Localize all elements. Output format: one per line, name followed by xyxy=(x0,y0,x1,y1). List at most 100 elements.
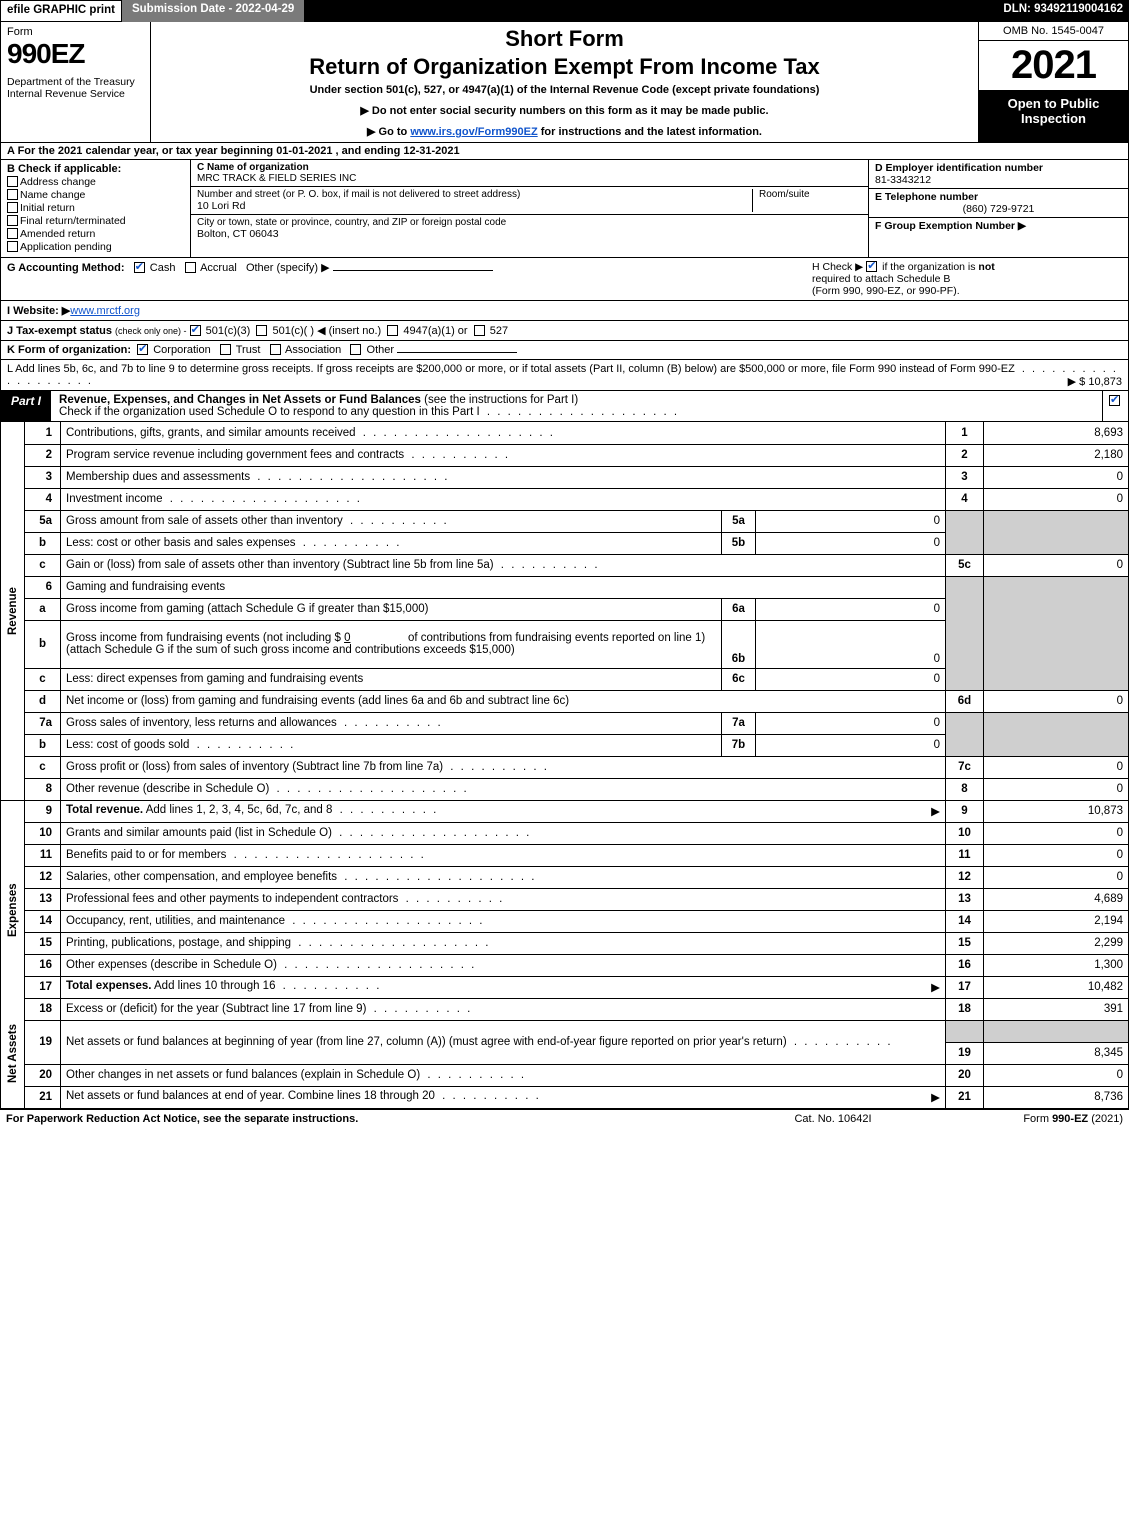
line-7a: 7aGross sales of inventory, less returns… xyxy=(1,712,1129,734)
form-title: Return of Organization Exempt From Incom… xyxy=(157,54,972,80)
chk-501c[interactable] xyxy=(256,325,267,336)
city: Bolton, CT 06043 xyxy=(197,228,862,240)
row-a-calendar-year: A For the 2021 calendar year, or tax yea… xyxy=(0,143,1129,160)
street: 10 Lori Rd xyxy=(197,200,752,212)
chk-trust[interactable] xyxy=(220,344,231,355)
line-12: 12Salaries, other compensation, and empl… xyxy=(1,866,1129,888)
line-3: 3Membership dues and assessments 30 xyxy=(1,466,1129,488)
chk-accrual[interactable] xyxy=(185,262,196,273)
d-ein: D Employer identification number 81-3343… xyxy=(869,160,1128,189)
row-i-website: I Website: ▶www.mrctf.org xyxy=(0,301,1129,321)
dept: Department of the Treasury Internal Reve… xyxy=(7,76,144,100)
goto-post: for instructions and the latest informat… xyxy=(538,126,762,138)
row-l-gross-receipts: L Add lines 5b, 6c, and 7b to line 9 to … xyxy=(0,360,1129,391)
chk-4947[interactable] xyxy=(387,325,398,336)
line-7c: cGross profit or (loss) from sales of in… xyxy=(1,756,1129,778)
c-name: C Name of organization MRC TRACK & FIELD… xyxy=(191,160,868,187)
col-def: D Employer identification number 81-3343… xyxy=(868,160,1128,257)
chk-address-change[interactable]: Address change xyxy=(7,176,184,188)
chk-amended-return[interactable]: Amended return xyxy=(7,228,184,240)
form-number: 990EZ xyxy=(7,38,144,70)
side-net-assets: Net Assets xyxy=(1,998,25,1108)
cat-no: Cat. No. 10642I xyxy=(723,1113,943,1125)
line-14: 14Occupancy, rent, utilities, and mainte… xyxy=(1,910,1129,932)
c-city: City or town, state or province, country… xyxy=(191,215,868,242)
row-g-h: G Accounting Method: Cash Accrual Other … xyxy=(0,258,1129,301)
col-b: B Check if applicable: Address change Na… xyxy=(1,160,191,257)
top-bar: efile GRAPHIC print Submission Date - 20… xyxy=(0,0,1129,22)
chk-name-change[interactable]: Name change xyxy=(7,189,184,201)
part-tag: Part I xyxy=(1,391,51,421)
submission-date: Submission Date - 2022-04-29 xyxy=(122,0,304,22)
line-17: 17Total expenses. Add lines 10 through 1… xyxy=(1,976,1129,998)
line-5c: cGain or (loss) from sale of assets othe… xyxy=(1,554,1129,576)
h-schedule-b: H Check ▶ if the organization is not req… xyxy=(812,261,1122,297)
form-word: Form xyxy=(7,26,144,38)
f-group: F Group Exemption Number ▶ xyxy=(869,218,1128,257)
chk-cash[interactable] xyxy=(134,262,145,273)
b-label: B Check if applicable: xyxy=(7,163,184,175)
chk-application-pending[interactable]: Application pending xyxy=(7,241,184,253)
org-name: MRC TRACK & FIELD SERIES INC xyxy=(197,173,862,184)
line-8: 8Other revenue (describe in Schedule O) … xyxy=(1,778,1129,800)
line-10: Expenses 10Grants and similar amounts pa… xyxy=(1,822,1129,844)
line-9: 9Total revenue. Total revenue. Add lines… xyxy=(1,800,1129,822)
line-13: 13Professional fees and other payments t… xyxy=(1,888,1129,910)
block-b-thru-f: B Check if applicable: Address change Na… xyxy=(0,160,1129,258)
short-form: Short Form xyxy=(157,26,972,52)
c-street: Number and street (or P. O. box, if mail… xyxy=(191,187,868,215)
dln: DLN: 93492119004162 xyxy=(997,0,1129,22)
goto-line: ▶ Go to www.irs.gov/Form990EZ for instru… xyxy=(157,125,972,138)
row-k-form-org: K Form of organization: Corporation Trus… xyxy=(0,341,1129,360)
line-5a: 5aGross amount from sale of assets other… xyxy=(1,510,1129,532)
e-phone: E Telephone number (860) 729-9721 xyxy=(869,189,1128,218)
chk-corporation[interactable] xyxy=(137,344,148,355)
phone-value: (860) 729-9721 xyxy=(875,203,1122,215)
part-title: Revenue, Expenses, and Changes in Net As… xyxy=(51,391,1102,421)
chk-association[interactable] xyxy=(270,344,281,355)
chk-schedule-b[interactable] xyxy=(866,261,877,272)
chk-527[interactable] xyxy=(474,325,485,336)
line-15: 15Printing, publications, postage, and s… xyxy=(1,932,1129,954)
warning-line: ▶ Do not enter social security numbers o… xyxy=(157,104,972,117)
chk-501c3[interactable] xyxy=(190,325,201,336)
part1-table: Revenue 1 Contributions, gifts, grants, … xyxy=(0,422,1129,1109)
line-6: 6Gaming and fundraising events xyxy=(1,576,1129,598)
chk-final-return[interactable]: Final return/terminated xyxy=(7,215,184,227)
line-18: Net Assets 18Excess or (deficit) for the… xyxy=(1,998,1129,1020)
chk-initial-return[interactable]: Initial return xyxy=(7,202,184,214)
line-1: Revenue 1 Contributions, gifts, grants, … xyxy=(1,422,1129,444)
header-mid: Short Form Return of Organization Exempt… xyxy=(151,22,978,142)
irs-link[interactable]: www.irs.gov/Form990EZ xyxy=(410,126,537,138)
line-4: 4Investment income 40 xyxy=(1,488,1129,510)
ein-value: 81-3343212 xyxy=(875,174,1122,186)
line-11: 11Benefits paid to or for members110 xyxy=(1,844,1129,866)
form-ref: Form 990-EZ (2021) xyxy=(943,1113,1123,1125)
omb-number: OMB No. 1545-0047 xyxy=(979,22,1128,41)
tax-year: 2021 xyxy=(979,41,1128,90)
line-2: 2Program service revenue including gover… xyxy=(1,444,1129,466)
website-link[interactable]: www.mrctf.org xyxy=(70,305,140,317)
page-footer: For Paperwork Reduction Act Notice, see … xyxy=(0,1109,1129,1128)
side-expenses: Expenses xyxy=(1,822,25,998)
header-left: Form 990EZ Department of the Treasury In… xyxy=(1,22,151,142)
subtitle: Under section 501(c), 527, or 4947(a)(1)… xyxy=(157,84,972,96)
line-16: 16Other expenses (describe in Schedule O… xyxy=(1,954,1129,976)
row-j-tax-status: J Tax-exempt status (check only one) - 5… xyxy=(0,321,1129,341)
goto-pre: ▶ Go to xyxy=(367,126,410,138)
line-20: 20Other changes in net assets or fund ba… xyxy=(1,1064,1129,1086)
paperwork-notice: For Paperwork Reduction Act Notice, see … xyxy=(6,1113,723,1125)
line-19a: 19 Net assets or fund balances at beginn… xyxy=(1,1020,1129,1042)
l-amount: ▶ $ 10,873 xyxy=(1068,375,1122,388)
g-accounting: G Accounting Method: Cash Accrual Other … xyxy=(7,261,812,297)
col-c: C Name of organization MRC TRACK & FIELD… xyxy=(191,160,868,257)
efile-print[interactable]: efile GRAPHIC print xyxy=(0,0,122,22)
open-inspection: Open to Public Inspection xyxy=(979,90,1128,142)
chk-other-org[interactable] xyxy=(350,344,361,355)
form-header: Form 990EZ Department of the Treasury In… xyxy=(0,22,1129,143)
part1-schedule-o-check[interactable] xyxy=(1102,391,1128,421)
part-1-header: Part I Revenue, Expenses, and Changes in… xyxy=(0,391,1129,422)
line-6d: dNet income or (loss) from gaming and fu… xyxy=(1,690,1129,712)
side-revenue: Revenue xyxy=(1,422,25,800)
line-21: 21Net assets or fund balances at end of … xyxy=(1,1086,1129,1108)
